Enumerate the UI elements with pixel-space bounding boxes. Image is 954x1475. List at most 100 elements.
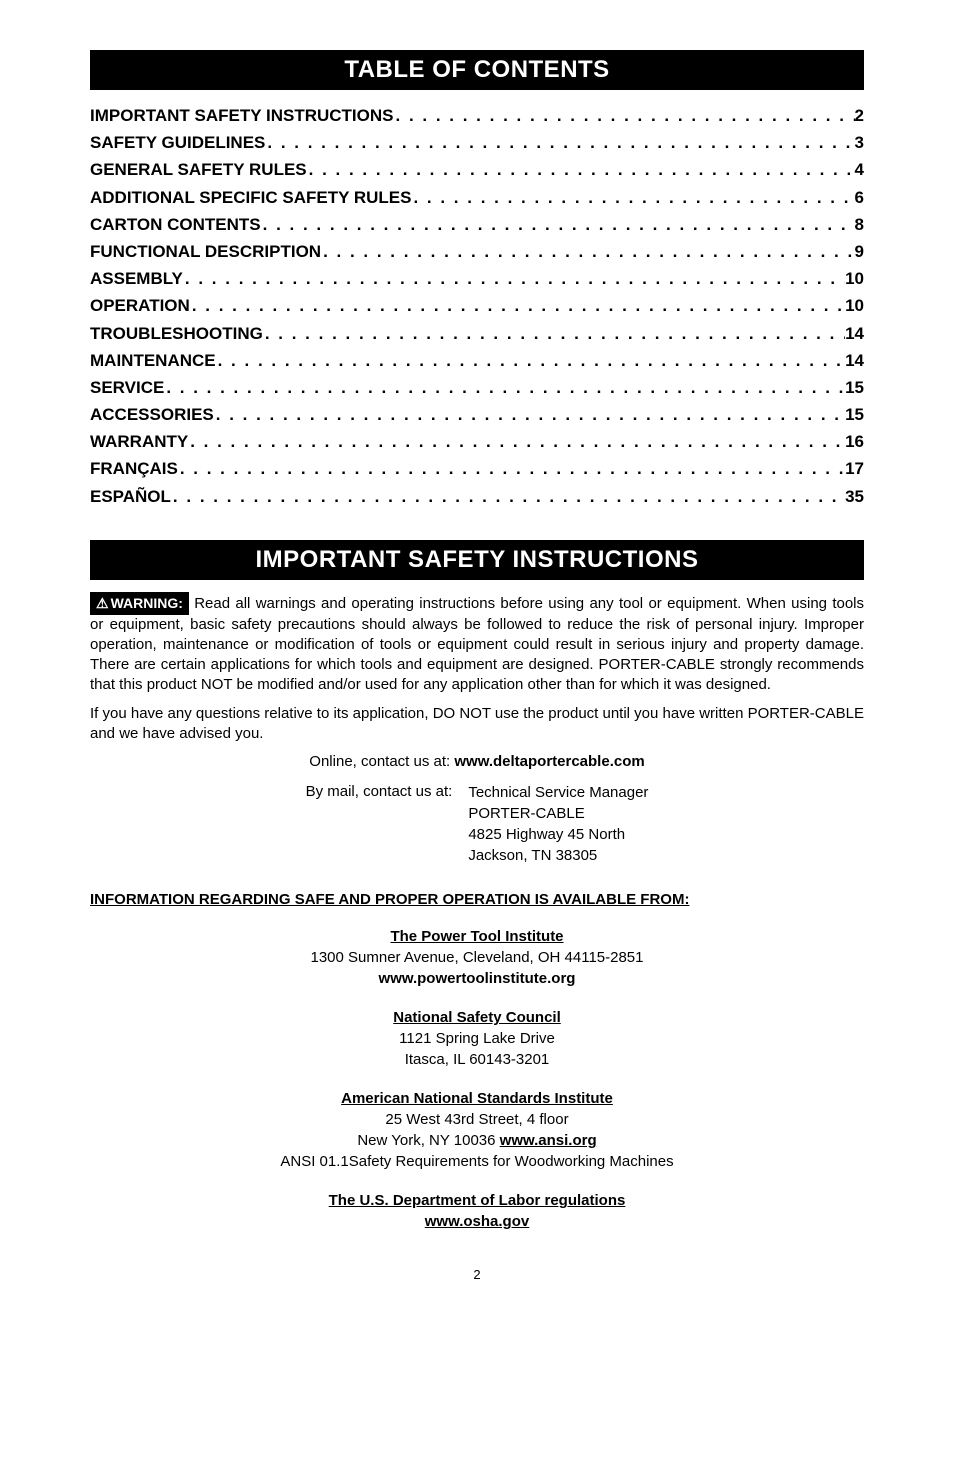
toc-dots: . . . . . . . . . . . . . . . . . . . . … xyxy=(321,238,854,265)
mail-line-3: 4825 Highway 45 North xyxy=(468,824,648,845)
online-contact-label: Online, contact us at: xyxy=(309,753,454,770)
toc-dots: . . . . . . . . . . . . . . . . . . . . … xyxy=(171,483,845,510)
mail-contact-block: By mail, contact us at: Technical Servic… xyxy=(90,782,864,866)
org3-city: New York, NY 10036 xyxy=(357,1132,499,1149)
toc-row: ACCESSORIES . . . . . . . . . . . . . . … xyxy=(90,401,864,428)
warning-badge: ⚠WARNING: xyxy=(90,592,189,615)
mail-line-1: Technical Service Manager xyxy=(468,782,648,803)
toc-label: WARRANTY xyxy=(90,428,188,455)
toc-row: IMPORTANT SAFETY INSTRUCTIONS . . . . . … xyxy=(90,102,864,129)
toc-row: GENERAL SAFETY RULES . . . . . . . . . .… xyxy=(90,156,864,183)
toc-row: WARRANTY . . . . . . . . . . . . . . . .… xyxy=(90,428,864,455)
org3-title: American National Standards Institute xyxy=(90,1088,864,1109)
online-contact: Online, contact us at: www.deltaporterca… xyxy=(90,752,864,772)
toc-dots: . . . . . . . . . . . . . . . . . . . . … xyxy=(265,129,854,156)
toc-page: 9 xyxy=(855,238,864,265)
toc-dots: . . . . . . . . . . . . . . . . . . . . … xyxy=(188,428,845,455)
toc-row: MAINTENANCE . . . . . . . . . . . . . . … xyxy=(90,347,864,374)
toc-page: 17 xyxy=(845,455,864,482)
toc-label: OPERATION xyxy=(90,292,190,319)
toc-header: TABLE OF CONTENTS xyxy=(90,50,864,90)
toc-label: SERVICE xyxy=(90,374,164,401)
toc-dots: . . . . . . . . . . . . . . . . . . . . … xyxy=(216,347,845,374)
org1-address: 1300 Sumner Avenue, Cleveland, OH 44115-… xyxy=(90,947,864,968)
toc-page: 16 xyxy=(845,428,864,455)
toc-label: ACCESSORIES xyxy=(90,401,214,428)
org-dol: The U.S. Department of Labor regulations… xyxy=(90,1190,864,1232)
toc-page: 6 xyxy=(855,184,864,211)
toc-row: ADDITIONAL SPECIFIC SAFETY RULES . . . .… xyxy=(90,184,864,211)
toc-label: FUNCTIONAL DESCRIPTION xyxy=(90,238,321,265)
toc-dots: . . . . . . . . . . . . . . . . . . . . … xyxy=(178,455,845,482)
org3-address-1: 25 West 43rd Street, 4 floor xyxy=(90,1109,864,1130)
toc-row: TROUBLESHOOTING . . . . . . . . . . . . … xyxy=(90,320,864,347)
toc-label: SAFETY GUIDELINES xyxy=(90,129,265,156)
toc-page: 15 xyxy=(845,374,864,401)
org3-standard: ANSI 01.1Safety Requirements for Woodwor… xyxy=(90,1151,864,1172)
toc-label: MAINTENANCE xyxy=(90,347,216,374)
toc-page: 10 xyxy=(845,292,864,319)
toc-label: IMPORTANT SAFETY INSTRUCTIONS xyxy=(90,102,394,129)
toc-dots: . . . . . . . . . . . . . . . . . . . . … xyxy=(394,102,855,129)
toc-label: FRANÇAIS xyxy=(90,455,178,482)
toc-page: 4 xyxy=(855,156,864,183)
page-number: 2 xyxy=(90,1267,864,1282)
org2-title: National Safety Council xyxy=(90,1007,864,1028)
table-of-contents: IMPORTANT SAFETY INSTRUCTIONS . . . . . … xyxy=(90,102,864,510)
mail-line-2: PORTER-CABLE xyxy=(468,803,648,824)
toc-dots: . . . . . . . . . . . . . . . . . . . . … xyxy=(183,265,845,292)
toc-page: 2 xyxy=(855,102,864,129)
warning-triangle-icon: ⚠ xyxy=(96,594,109,613)
toc-label: ADDITIONAL SPECIFIC SAFETY RULES xyxy=(90,184,411,211)
warning-text-1: Read all warnings and operating instruct… xyxy=(90,595,864,694)
toc-page: 10 xyxy=(845,265,864,292)
toc-label: GENERAL SAFETY RULES xyxy=(90,156,307,183)
toc-page: 14 xyxy=(845,347,864,374)
toc-row: FRANÇAIS . . . . . . . . . . . . . . . .… xyxy=(90,455,864,482)
warning-paragraph-2: If you have any questions relative to it… xyxy=(90,704,864,745)
toc-row: OPERATION . . . . . . . . . . . . . . . … xyxy=(90,292,864,319)
warning-label: WARNING: xyxy=(111,595,183,611)
toc-dots: . . . . . . . . . . . . . . . . . . . . … xyxy=(164,374,845,401)
toc-page: 14 xyxy=(845,320,864,347)
org2-address-2: Itasca, IL 60143-3201 xyxy=(90,1049,864,1070)
toc-row: ESPAÑOL . . . . . . . . . . . . . . . . … xyxy=(90,483,864,510)
toc-dots: . . . . . . . . . . . . . . . . . . . . … xyxy=(307,156,855,183)
toc-dots: . . . . . . . . . . . . . . . . . . . . … xyxy=(411,184,854,211)
toc-dots: . . . . . . . . . . . . . . . . . . . . … xyxy=(214,401,845,428)
org2-address-1: 1121 Spring Lake Drive xyxy=(90,1028,864,1049)
toc-row: CARTON CONTENTS . . . . . . . . . . . . … xyxy=(90,211,864,238)
toc-row: FUNCTIONAL DESCRIPTION . . . . . . . . .… xyxy=(90,238,864,265)
toc-label: CARTON CONTENTS xyxy=(90,211,261,238)
toc-page: 3 xyxy=(855,129,864,156)
org-ansi: American National Standards Institute 25… xyxy=(90,1088,864,1172)
mail-contact-label: By mail, contact us at: xyxy=(306,782,453,866)
org3-address-2: New York, NY 10036 www.ansi.org xyxy=(90,1130,864,1151)
org4-title: The U.S. Department of Labor regulations xyxy=(90,1190,864,1211)
org-national-safety-council: National Safety Council 1121 Spring Lake… xyxy=(90,1007,864,1070)
toc-row: ASSEMBLY . . . . . . . . . . . . . . . .… xyxy=(90,265,864,292)
org4-url: www.osha.gov xyxy=(90,1211,864,1232)
org3-url: www.ansi.org xyxy=(500,1132,597,1149)
toc-page: 8 xyxy=(855,211,864,238)
toc-row: SAFETY GUIDELINES . . . . . . . . . . . … xyxy=(90,129,864,156)
online-contact-url: www.deltaportercable.com xyxy=(454,753,644,770)
mail-line-4: Jackson, TN 38305 xyxy=(468,845,648,866)
safety-body: ⚠WARNING: Read all warnings and operatin… xyxy=(90,592,864,867)
toc-dots: . . . . . . . . . . . . . . . . . . . . … xyxy=(261,211,855,238)
safety-instructions-header: IMPORTANT SAFETY INSTRUCTIONS xyxy=(90,540,864,580)
org-power-tool-institute: The Power Tool Institute 1300 Sumner Ave… xyxy=(90,926,864,989)
toc-label: ASSEMBLY xyxy=(90,265,183,292)
mail-contact-address: Technical Service Manager PORTER-CABLE 4… xyxy=(468,782,648,866)
toc-label: ESPAÑOL xyxy=(90,483,171,510)
org1-url: www.powertoolinstitute.org xyxy=(90,968,864,989)
toc-label: TROUBLESHOOTING xyxy=(90,320,263,347)
toc-page: 15 xyxy=(845,401,864,428)
info-available-heading: INFORMATION REGARDING SAFE AND PROPER OP… xyxy=(90,891,864,908)
toc-row: SERVICE . . . . . . . . . . . . . . . . … xyxy=(90,374,864,401)
toc-dots: . . . . . . . . . . . . . . . . . . . . … xyxy=(190,292,845,319)
toc-dots: . . . . . . . . . . . . . . . . . . . . … xyxy=(263,320,845,347)
warning-paragraph-1: ⚠WARNING: Read all warnings and operatin… xyxy=(90,592,864,696)
toc-page: 35 xyxy=(845,483,864,510)
org1-title: The Power Tool Institute xyxy=(90,926,864,947)
